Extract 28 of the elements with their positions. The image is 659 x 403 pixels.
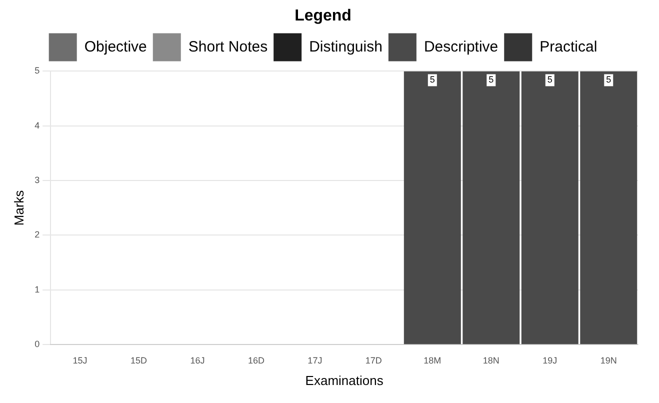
x-tick-label: 19J [542,355,558,366]
x-tick-label: 16D [248,355,265,366]
data-label: 5 [430,74,435,85]
x-axis-title: Examinations [305,372,384,388]
legend-label: Short Notes [188,38,268,56]
legend-title: Legend [294,7,352,24]
data-label: 5 [606,74,612,85]
x-tick-label: 17J [308,355,322,366]
x-tick-label: 19N [600,355,617,366]
y-tick-label: 0 [34,339,40,350]
legend-label: Distinguish [309,38,382,56]
y-tick-label: 1 [34,284,40,294]
y-tick-label: 2 [34,230,40,240]
x-tick-label: 17D [365,355,382,366]
legend-label: Practical [540,38,598,56]
x-tick-label: 15J [72,355,88,366]
x-tick-label: 15D [130,355,148,366]
data-label: 5 [547,74,552,85]
y-tick-label: 4 [34,120,40,130]
y-tick-label: 3 [34,175,40,186]
legend-label: Descriptive [424,38,498,56]
x-tick-label: 16J [190,355,205,366]
y-axis-title: Marks [11,190,26,226]
y-tick-label: 5 [34,66,40,76]
x-tick-label: 18M [424,355,442,366]
data-label: 5 [488,74,494,85]
x-tick-label: 18N [482,355,500,366]
legend-label: Objective [84,38,147,56]
